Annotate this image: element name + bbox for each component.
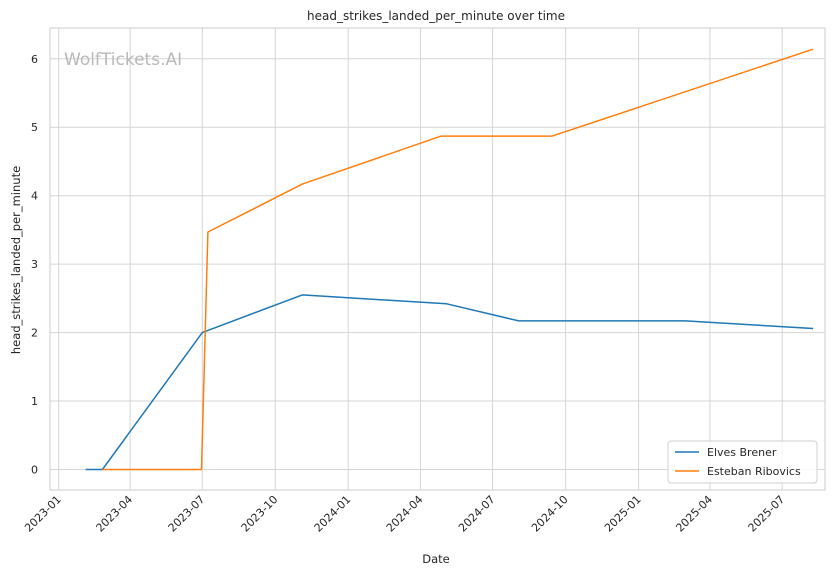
legend-box xyxy=(667,440,818,484)
grid-lines xyxy=(50,28,825,490)
y-tick-label: 6 xyxy=(31,53,38,66)
x-tick-label: 2023-01 xyxy=(22,493,64,535)
y-tick-label: 4 xyxy=(31,190,38,203)
legend: Elves Brener Esteban Ribovics xyxy=(667,440,818,484)
y-tick-labels: 0 1 2 3 4 5 6 xyxy=(31,53,38,477)
watermark: WolfTickets.AI xyxy=(64,50,182,70)
x-tick-label: 2025-01 xyxy=(602,493,644,535)
x-tick-labels: 2023-01 2023-04 2023-07 2023-10 2024-01 2024-… xyxy=(22,493,787,535)
x-tick-label: 2024-07 xyxy=(456,493,498,535)
chart-title: head_strikes_landed_per_minute over time xyxy=(307,9,565,23)
x-axis-label: Date xyxy=(422,552,450,566)
series-line-esteban-ribovics xyxy=(102,48,814,471)
y-tick-label: 2 xyxy=(31,327,38,340)
x-tick-label: 2023-10 xyxy=(239,493,281,535)
y-tick-label: 5 xyxy=(31,121,38,134)
x-tick-label: 2025-07 xyxy=(746,493,788,535)
x-tick-label: 2023-07 xyxy=(166,493,208,535)
y-tick-label: 0 xyxy=(31,463,38,476)
plot-area xyxy=(49,27,826,491)
legend-label-elves-brener: Elves Brener xyxy=(707,446,777,459)
x-tick-label: 2023-04 xyxy=(94,493,136,535)
series-line-elves-brener xyxy=(85,294,814,471)
x-tick-label: 2025-04 xyxy=(673,493,715,535)
series-lines xyxy=(85,48,814,471)
y-tick-label: 3 xyxy=(31,258,38,271)
x-tick-label: 2024-10 xyxy=(529,493,571,535)
x-tick-label: 2024-01 xyxy=(312,493,354,535)
legend-label-esteban-ribovics: Esteban Ribovics xyxy=(707,465,801,478)
x-tick-label: 2024-04 xyxy=(384,493,426,535)
y-tick-label: 1 xyxy=(31,395,38,408)
y-axis-label: head_strikes_landed_per_minute xyxy=(9,166,23,354)
